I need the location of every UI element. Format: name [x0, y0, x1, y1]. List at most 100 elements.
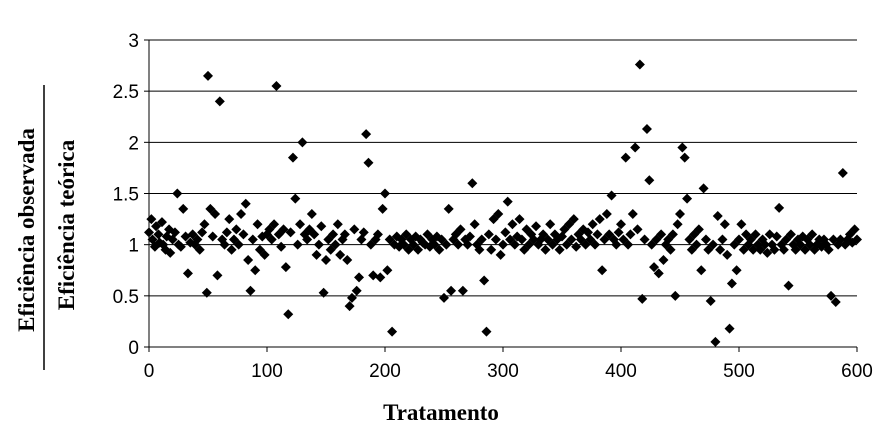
data-point [719, 219, 730, 230]
data-point [656, 229, 667, 240]
data-point [247, 234, 258, 245]
data-point [271, 81, 282, 92]
data-point [224, 214, 235, 225]
data-point [221, 227, 232, 238]
data-point [457, 285, 468, 296]
y-tick-label: 2.5 [113, 82, 139, 103]
data-point [441, 239, 452, 250]
data-point [413, 244, 424, 255]
data-point [734, 234, 744, 245]
data-point [566, 234, 577, 245]
data-point [464, 231, 475, 242]
data-point [726, 278, 737, 289]
data-point [339, 229, 350, 240]
data-point [250, 265, 261, 276]
data-point [554, 244, 565, 255]
data-point [146, 214, 157, 225]
data-point [705, 295, 716, 306]
data-point [677, 142, 688, 153]
data-point [568, 214, 579, 225]
data-point [613, 227, 624, 238]
data-point [696, 265, 707, 276]
data-point [358, 227, 369, 238]
data-point [516, 234, 527, 245]
data-point [778, 244, 789, 255]
data-point [649, 262, 660, 273]
data-point [292, 239, 303, 250]
data-point [679, 152, 690, 163]
data-point [698, 183, 709, 194]
data-point [231, 224, 242, 235]
data-point [479, 275, 490, 286]
data-point [490, 234, 501, 245]
data-point [283, 309, 294, 320]
data-point [724, 323, 735, 334]
data-point [199, 219, 210, 230]
data-point [243, 255, 254, 266]
y-label-numerator: Eficiência observada [14, 128, 39, 332]
data-point [616, 219, 626, 230]
data-point [693, 224, 704, 235]
data-point [309, 229, 320, 240]
y-tick-label: 0 [128, 338, 139, 359]
data-point [807, 229, 818, 240]
data-point [182, 268, 193, 279]
data-point [201, 287, 212, 298]
data-point [368, 270, 379, 281]
data-point [361, 129, 372, 140]
data-point [192, 234, 203, 245]
data-point [467, 178, 478, 189]
data-point [502, 196, 513, 207]
data-point [363, 157, 374, 168]
data-point [715, 244, 726, 255]
data-point [203, 70, 213, 81]
data-point [644, 175, 655, 186]
data-point [453, 239, 464, 250]
y-tick-label: 3 [128, 31, 139, 52]
data-point [627, 208, 638, 219]
gridlines [149, 39, 857, 297]
data-point [266, 234, 277, 245]
data-point [269, 219, 280, 230]
data-point [634, 59, 645, 70]
data-point [210, 208, 221, 219]
data-point [531, 221, 542, 232]
data-point [295, 219, 306, 230]
y-ticks: 0 0.5 1 1.5 2 2.5 3 [113, 31, 149, 359]
data-point [278, 224, 289, 235]
data-point [717, 234, 728, 245]
data-point [349, 224, 360, 235]
data-point [849, 224, 860, 235]
data-point [514, 214, 525, 225]
data-point [691, 239, 702, 250]
data-point [493, 208, 504, 219]
data-point [212, 270, 223, 281]
data-point [377, 203, 388, 214]
data-point [486, 244, 497, 255]
data-point [852, 234, 862, 245]
data-point [153, 229, 164, 240]
data-point [750, 229, 761, 240]
data-point [342, 255, 353, 266]
data-point [587, 219, 598, 230]
data-point [455, 224, 466, 235]
data-point [238, 229, 249, 240]
data-point [837, 168, 848, 179]
data-point [594, 214, 605, 225]
data-point [169, 227, 180, 238]
data-point [675, 208, 685, 219]
data-point [311, 249, 322, 260]
data-point [462, 239, 473, 250]
data-point [736, 219, 747, 230]
y-label-denominator: Eficiência teórica [54, 139, 79, 310]
data-point [290, 193, 301, 204]
data-point [197, 227, 208, 238]
data-point [771, 231, 782, 242]
x-tick-label: 600 [841, 361, 873, 382]
data-point [571, 241, 582, 252]
data-point [335, 249, 346, 260]
data-point [682, 193, 693, 204]
data-point [507, 219, 518, 230]
data-point [194, 244, 205, 255]
data-point [481, 326, 492, 337]
